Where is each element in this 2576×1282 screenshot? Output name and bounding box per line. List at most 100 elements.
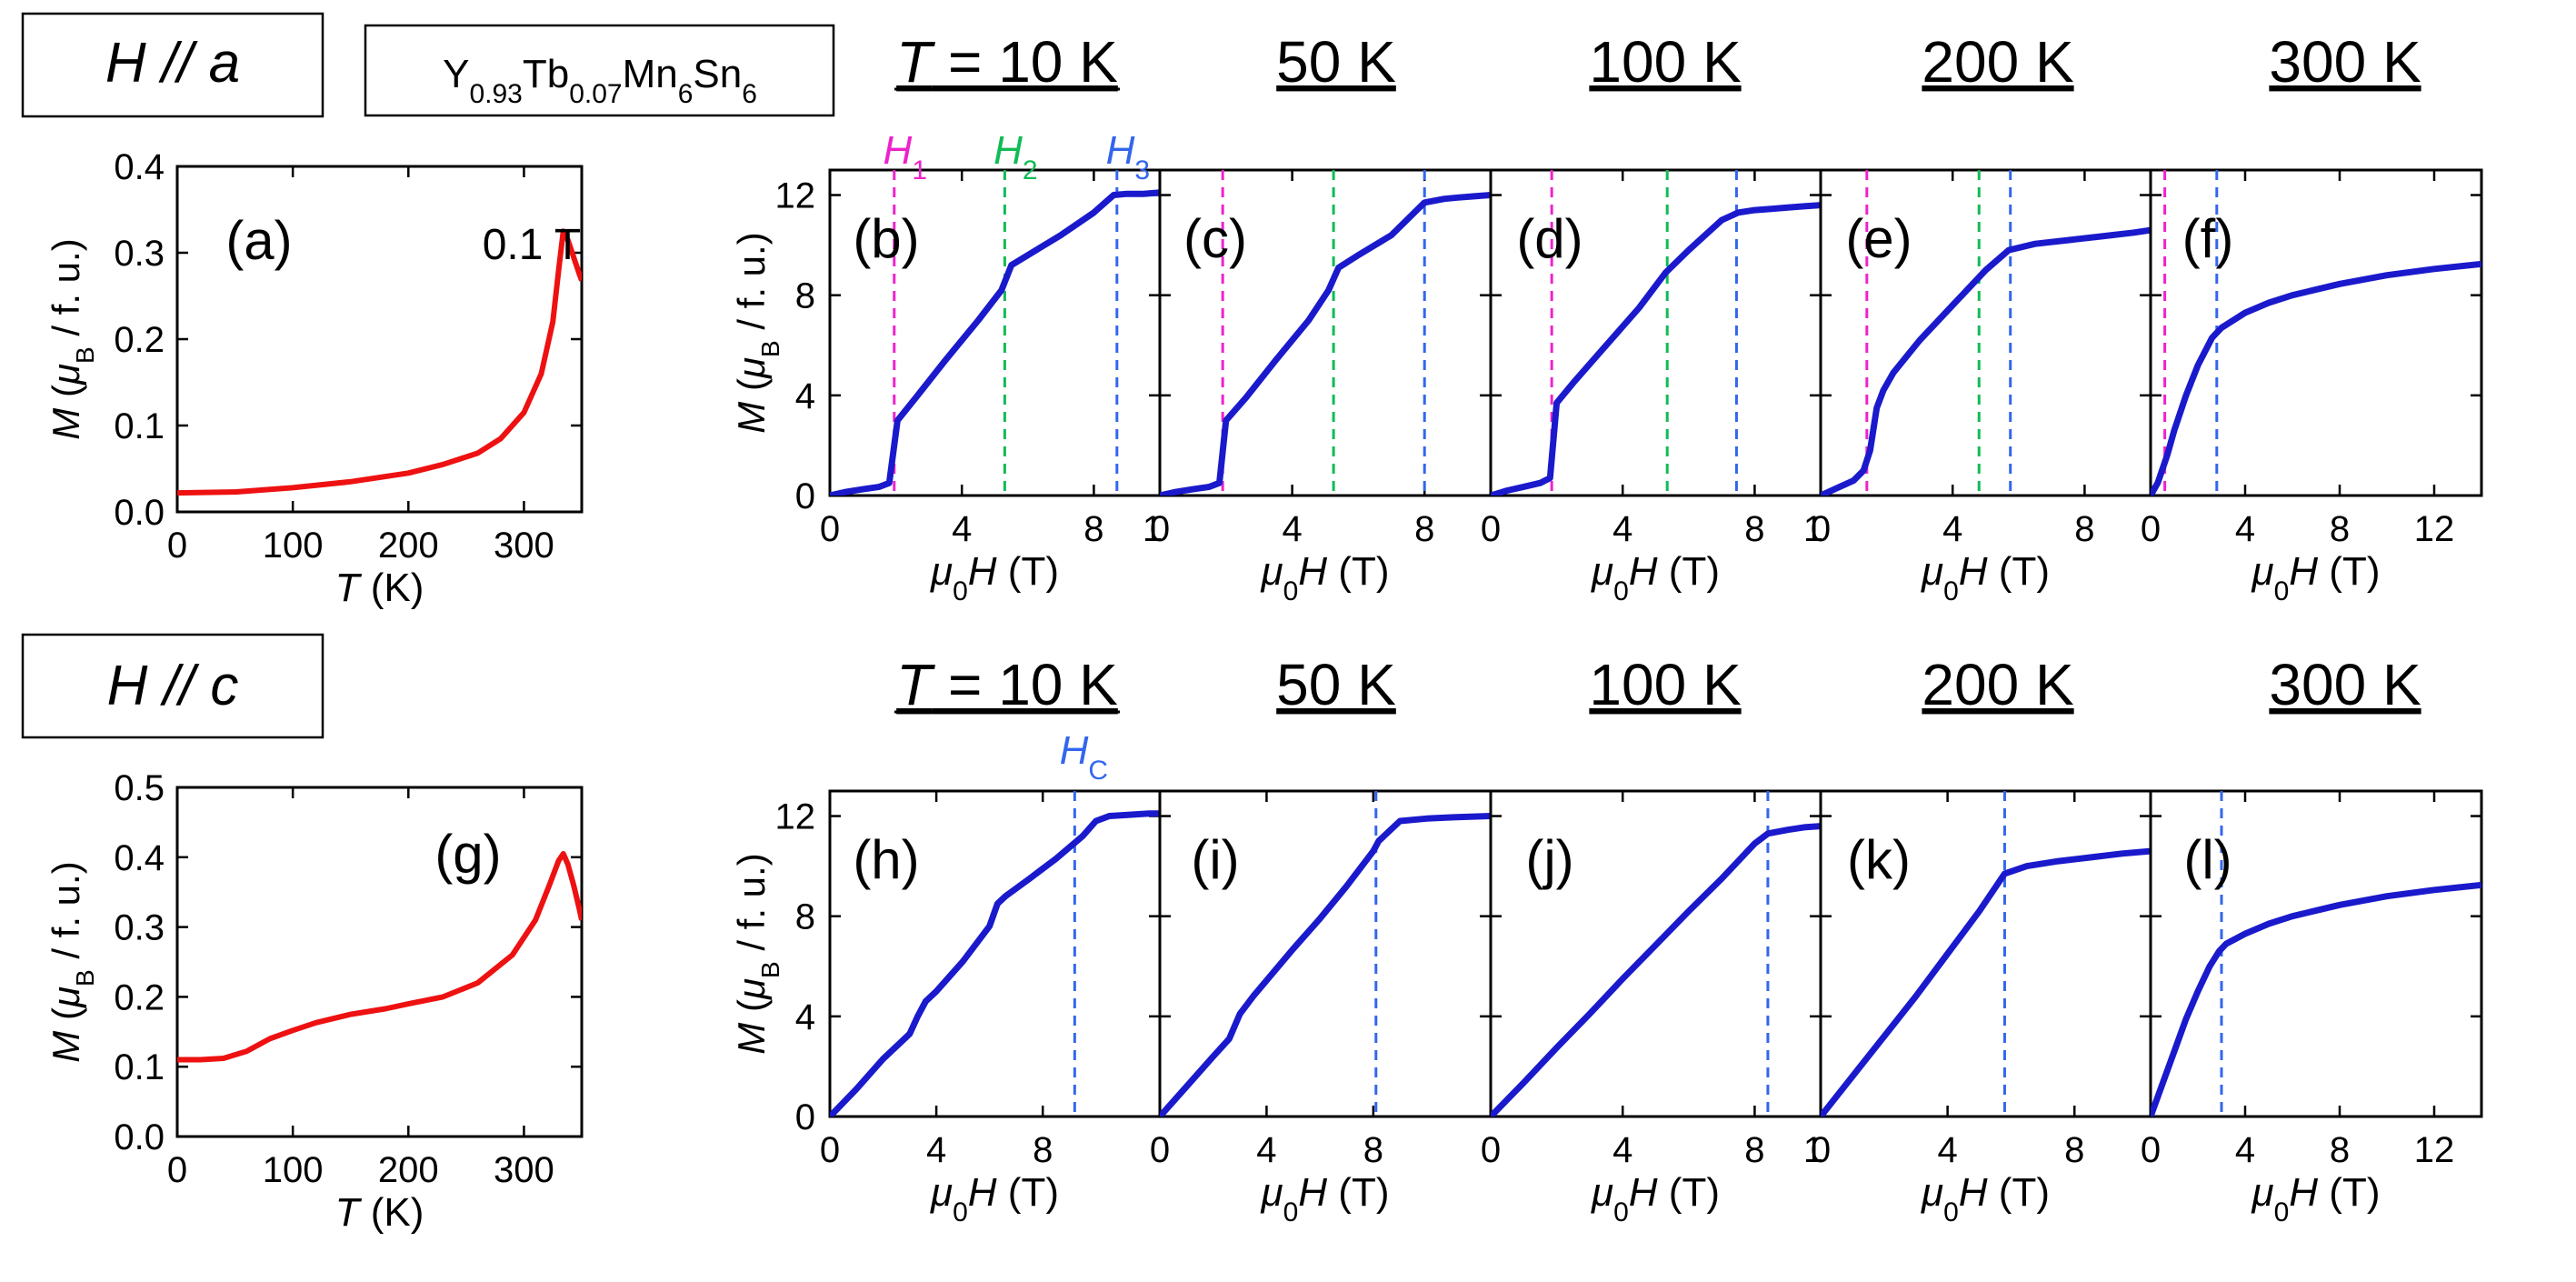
x-tick-label: 8 bbox=[2330, 509, 2350, 549]
compound-box bbox=[364, 24, 835, 117]
x-tick-label: 4 bbox=[952, 509, 972, 549]
y-tick-label: 12 bbox=[775, 176, 816, 216]
critical-field-label-h3: H3 bbox=[1106, 128, 1150, 185]
series-line bbox=[1821, 847, 2151, 1117]
text-part: (K) bbox=[360, 1190, 424, 1235]
text-part: μ bbox=[45, 364, 87, 386]
x-tick-label: 8 bbox=[2330, 1130, 2350, 1170]
text-part: μ bbox=[730, 978, 773, 1000]
x-axis-label: T (K) bbox=[335, 566, 424, 610]
formula-element: Y bbox=[443, 52, 469, 96]
series-line bbox=[1491, 823, 1821, 1117]
x-axis-label: μ0H (T) bbox=[1261, 549, 1390, 606]
temperature-header: 200 K bbox=[1922, 652, 2073, 717]
temperature-header: T = 10 K bbox=[896, 29, 1118, 95]
formula-subscript: 0.07 bbox=[569, 79, 622, 109]
text-part: T bbox=[896, 29, 935, 95]
x-tick-label: 0 bbox=[1150, 1130, 1170, 1170]
formula-element: Tb bbox=[523, 52, 569, 96]
text-part: / f. u.) bbox=[730, 853, 773, 961]
x-tick-label: 200 bbox=[378, 526, 439, 566]
field-direction-label-c: H // c bbox=[107, 655, 239, 717]
y-tick-label: 0.5 bbox=[114, 768, 165, 808]
panel-label: (b) bbox=[853, 208, 919, 269]
critical-field-label-hc: HC bbox=[1060, 728, 1108, 786]
text-part: 0 bbox=[953, 1197, 968, 1227]
text-part: μ bbox=[930, 549, 953, 594]
series-line bbox=[830, 189, 1160, 496]
text-part: H bbox=[968, 1170, 997, 1215]
text-part: M bbox=[730, 402, 773, 434]
x-tick-label: 12 bbox=[2414, 509, 2455, 549]
x-axis-label: μ0H (T) bbox=[930, 549, 1059, 606]
temperature-header: T = 10 K bbox=[896, 652, 1118, 717]
text-part: (T) bbox=[1327, 1170, 1389, 1215]
panel-label: (d) bbox=[1516, 208, 1583, 269]
text-part: M bbox=[45, 408, 87, 440]
text-part: (T) bbox=[997, 1170, 1059, 1215]
x-tick-label: 0 bbox=[1150, 509, 1170, 549]
x-tick-label: 4 bbox=[1256, 1130, 1276, 1170]
text-part: 100 K bbox=[1589, 29, 1741, 95]
text-part: H bbox=[2289, 1170, 2318, 1215]
series-line bbox=[1160, 813, 1491, 1117]
x-tick-label: 4 bbox=[926, 1130, 946, 1170]
panel-label: (j) bbox=[1525, 829, 1573, 890]
critical-field-label-h2: H2 bbox=[993, 128, 1037, 185]
x-tick-label: 12 bbox=[2414, 1130, 2455, 1170]
text-part: 0 bbox=[1283, 1197, 1299, 1227]
text-part: / f. u.) bbox=[45, 861, 87, 969]
text-part: (T) bbox=[1988, 549, 2050, 594]
x-axis-label: μ0H (T) bbox=[930, 1170, 1059, 1227]
text-part: μ bbox=[1921, 1170, 1943, 1215]
text-part: 300 K bbox=[2269, 652, 2421, 717]
text-part: μ bbox=[2252, 549, 2274, 594]
text-part: (T) bbox=[997, 549, 1059, 594]
text-part: 3 bbox=[1134, 155, 1150, 185]
series-line bbox=[1160, 192, 1491, 496]
x-axis-label: μ0H (T) bbox=[1261, 1170, 1390, 1227]
x-tick-label: 8 bbox=[1083, 509, 1103, 549]
x-tick-label: 8 bbox=[1744, 509, 1764, 549]
text-part: T bbox=[335, 1190, 363, 1235]
temperature-header: 300 K bbox=[2269, 29, 2421, 95]
text-part: 0 bbox=[1613, 576, 1629, 606]
series-line bbox=[2151, 260, 2481, 496]
y-tick-label: 0.4 bbox=[114, 147, 165, 187]
x-tick-label: 8 bbox=[2074, 509, 2094, 549]
text-part: B bbox=[71, 969, 99, 987]
formula-subscript: 6 bbox=[742, 79, 757, 109]
text-part: 50 K bbox=[1276, 29, 1396, 95]
series-line bbox=[2151, 881, 2481, 1117]
x-tick-label: 4 bbox=[1937, 1130, 1957, 1170]
y-tick-label: 0.2 bbox=[114, 977, 165, 1017]
text-part: 0 bbox=[2274, 1197, 2290, 1227]
x-axis-label: μ0H (T) bbox=[1591, 1170, 1720, 1227]
y-tick-label: 0.0 bbox=[114, 493, 165, 533]
x-axis-label: μ0H (T) bbox=[2252, 1170, 2381, 1227]
x-tick-label: 8 bbox=[1363, 1130, 1383, 1170]
y-axis-label: M (μB / f. u.) bbox=[45, 861, 99, 1062]
text-part: μ bbox=[1261, 1170, 1283, 1215]
y-tick-label: 0 bbox=[795, 1097, 815, 1137]
text-part: H bbox=[1106, 128, 1135, 173]
y-axis-label: M (μB / f. u.) bbox=[45, 238, 99, 439]
x-tick-label: 4 bbox=[1942, 509, 1962, 549]
y-tick-label: 0.1 bbox=[114, 406, 165, 446]
text-part: H bbox=[1298, 549, 1327, 594]
x-tick-label: 4 bbox=[1612, 1130, 1632, 1170]
x-tick-label: 8 bbox=[1414, 509, 1434, 549]
y-tick-label: 0.1 bbox=[114, 1047, 165, 1087]
text-part: 50 K bbox=[1276, 652, 1396, 717]
panel-label: (i) bbox=[1191, 829, 1239, 890]
text-part: μ bbox=[730, 357, 773, 379]
text-part: / f. u.) bbox=[45, 238, 87, 346]
text-part: 0 bbox=[1613, 1197, 1629, 1227]
plot-frame bbox=[2149, 789, 2483, 1118]
text-part: B bbox=[756, 961, 784, 978]
